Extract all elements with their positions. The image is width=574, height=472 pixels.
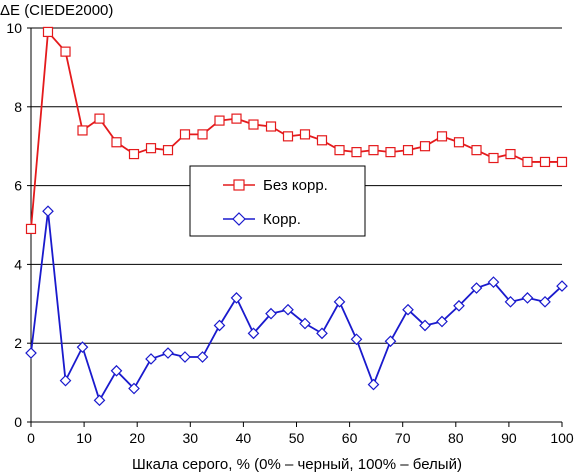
data-point	[145, 353, 157, 365]
data-point	[521, 292, 534, 304]
series-line	[30, 210, 563, 402]
data-point	[128, 148, 140, 160]
data-point	[265, 121, 277, 132]
data-point	[470, 282, 483, 294]
data-point	[316, 327, 328, 340]
series-1	[25, 26, 568, 235]
data-point	[197, 129, 208, 140]
x-tick-label: 40	[236, 430, 252, 446]
data-point	[76, 341, 89, 353]
data-point	[179, 351, 191, 363]
series-layer	[25, 26, 568, 407]
x-tick-label: 10	[76, 430, 92, 446]
data-point	[368, 145, 379, 156]
data-point	[111, 137, 122, 148]
legend-label-korr: Корр.	[263, 211, 301, 228]
data-point	[367, 378, 380, 391]
data-point	[42, 205, 54, 218]
data-point	[350, 333, 363, 346]
data-point	[25, 223, 37, 235]
x-tick-label: 90	[501, 430, 517, 446]
legend: Без корр. Корр.	[189, 165, 366, 237]
data-point	[77, 125, 88, 136]
data-point	[231, 113, 242, 124]
data-point	[213, 319, 226, 332]
data-point	[248, 119, 259, 130]
data-point	[402, 145, 414, 156]
data-point	[351, 147, 362, 158]
data-point	[42, 26, 54, 38]
y-axis-label: ΔE (CIEDE2000)	[0, 2, 113, 19]
data-point	[539, 156, 551, 168]
y-tick-label: 2	[14, 335, 22, 351]
x-tick-label: 50	[289, 430, 305, 446]
data-point	[162, 347, 174, 359]
data-point	[196, 351, 209, 363]
data-point	[230, 292, 243, 304]
data-point	[59, 374, 72, 387]
y-tick-label: 0	[14, 414, 22, 430]
data-point	[214, 115, 225, 126]
data-point	[179, 129, 191, 140]
data-point	[299, 129, 311, 140]
data-point	[556, 280, 568, 292]
data-point	[316, 135, 328, 146]
data-point	[419, 319, 431, 332]
data-point	[539, 295, 551, 308]
data-point	[402, 303, 414, 316]
y-tick-label: 4	[14, 256, 22, 272]
data-point	[385, 147, 396, 158]
data-point	[60, 46, 71, 57]
y-tick-label: 8	[14, 99, 22, 115]
data-point	[522, 156, 533, 168]
data-point	[25, 347, 37, 359]
data-point	[488, 152, 499, 164]
data-point	[110, 364, 123, 377]
data-point	[247, 327, 260, 340]
data-point	[471, 145, 482, 156]
data-point	[334, 145, 345, 156]
data-point	[145, 143, 157, 154]
data-point	[436, 131, 448, 142]
data-point	[299, 317, 311, 330]
data-point	[436, 315, 448, 328]
x-tick-label: 0	[27, 430, 35, 446]
x-tick-label: 60	[342, 430, 358, 446]
data-point	[556, 156, 568, 168]
legend-marker-bez-korr	[233, 179, 245, 191]
data-point	[282, 303, 294, 316]
x-tick-label: 20	[129, 430, 145, 446]
x-axis-label: Шкала серого, % (0% – черный, 100% – бел…	[132, 456, 462, 472]
y-tick-label: 10	[6, 20, 22, 36]
data-point	[453, 137, 465, 148]
x-tick-label: 70	[395, 430, 411, 446]
data-point	[505, 148, 516, 160]
x-tick-label: 30	[183, 430, 199, 446]
data-point	[419, 141, 431, 152]
data-point	[487, 276, 500, 288]
data-point	[128, 382, 140, 395]
legend-label-bez-korr: Без корр.	[263, 177, 328, 194]
series-2	[25, 205, 568, 407]
data-point	[162, 145, 174, 156]
y-tick-label: 6	[14, 178, 22, 194]
data-point	[333, 295, 346, 308]
data-point	[282, 131, 294, 142]
data-point	[504, 295, 517, 308]
data-point	[94, 113, 105, 124]
x-tick-label: 100	[550, 430, 574, 446]
x-tick-label: 80	[448, 430, 464, 446]
legend-box	[189, 165, 366, 237]
data-point	[384, 335, 397, 348]
data-point	[453, 299, 465, 312]
legend-marker-korr	[232, 212, 246, 226]
data-point	[93, 394, 106, 407]
data-point	[265, 307, 277, 320]
